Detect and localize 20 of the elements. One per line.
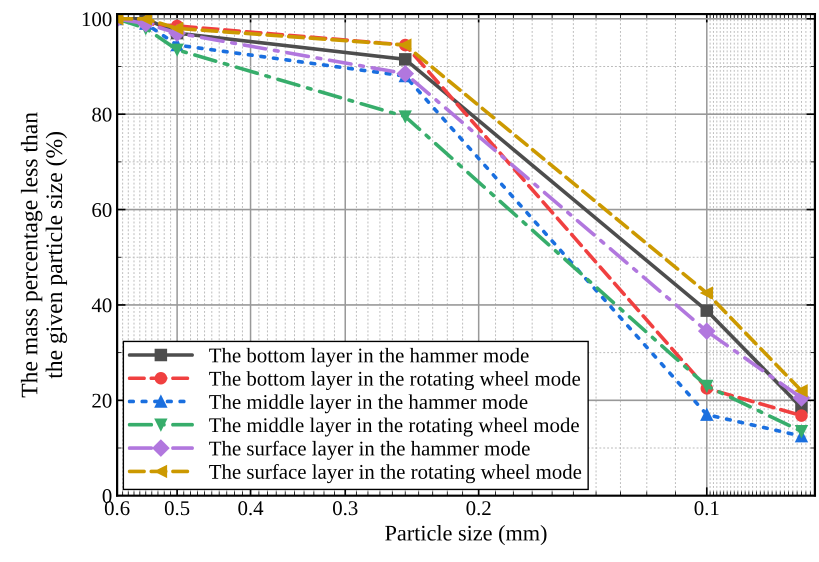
y-tick-label: 100	[82, 12, 112, 26]
legend-label: The bottom layer in the hammer mode	[209, 348, 529, 367]
x-tick-label: 0.4	[238, 501, 264, 516]
legend-label: The bottom layer in the rotating wheel mode	[209, 371, 580, 390]
x-tick-label: 0.6	[104, 501, 130, 516]
legend-label: The surface layer in the hammer mode	[209, 440, 530, 460]
x-tick-label: 0.3	[333, 501, 358, 516]
legend-label: The middle layer in the rotating wheel mode	[209, 418, 579, 437]
y-tick-label: 80	[92, 108, 112, 122]
x-tick-label: 0.1	[694, 501, 719, 516]
x-axis-title: Particle size (mm)	[385, 524, 546, 546]
y-tick-label: 40	[92, 298, 112, 312]
legend-label: The surface layer in the rotating wheel mode	[209, 464, 582, 484]
x-tick-label: 0.2	[466, 501, 491, 516]
y-tick-label: 20	[92, 394, 112, 408]
y-tick-label: 0	[102, 489, 112, 504]
x-tick-label: 0.5	[164, 501, 190, 516]
legend-label: The middle layer in the hammer mode	[209, 394, 528, 414]
y-axis-title: The mass percentage less than the given particle size (%)	[20, 112, 68, 398]
y-tick-label: 60	[92, 202, 112, 217]
